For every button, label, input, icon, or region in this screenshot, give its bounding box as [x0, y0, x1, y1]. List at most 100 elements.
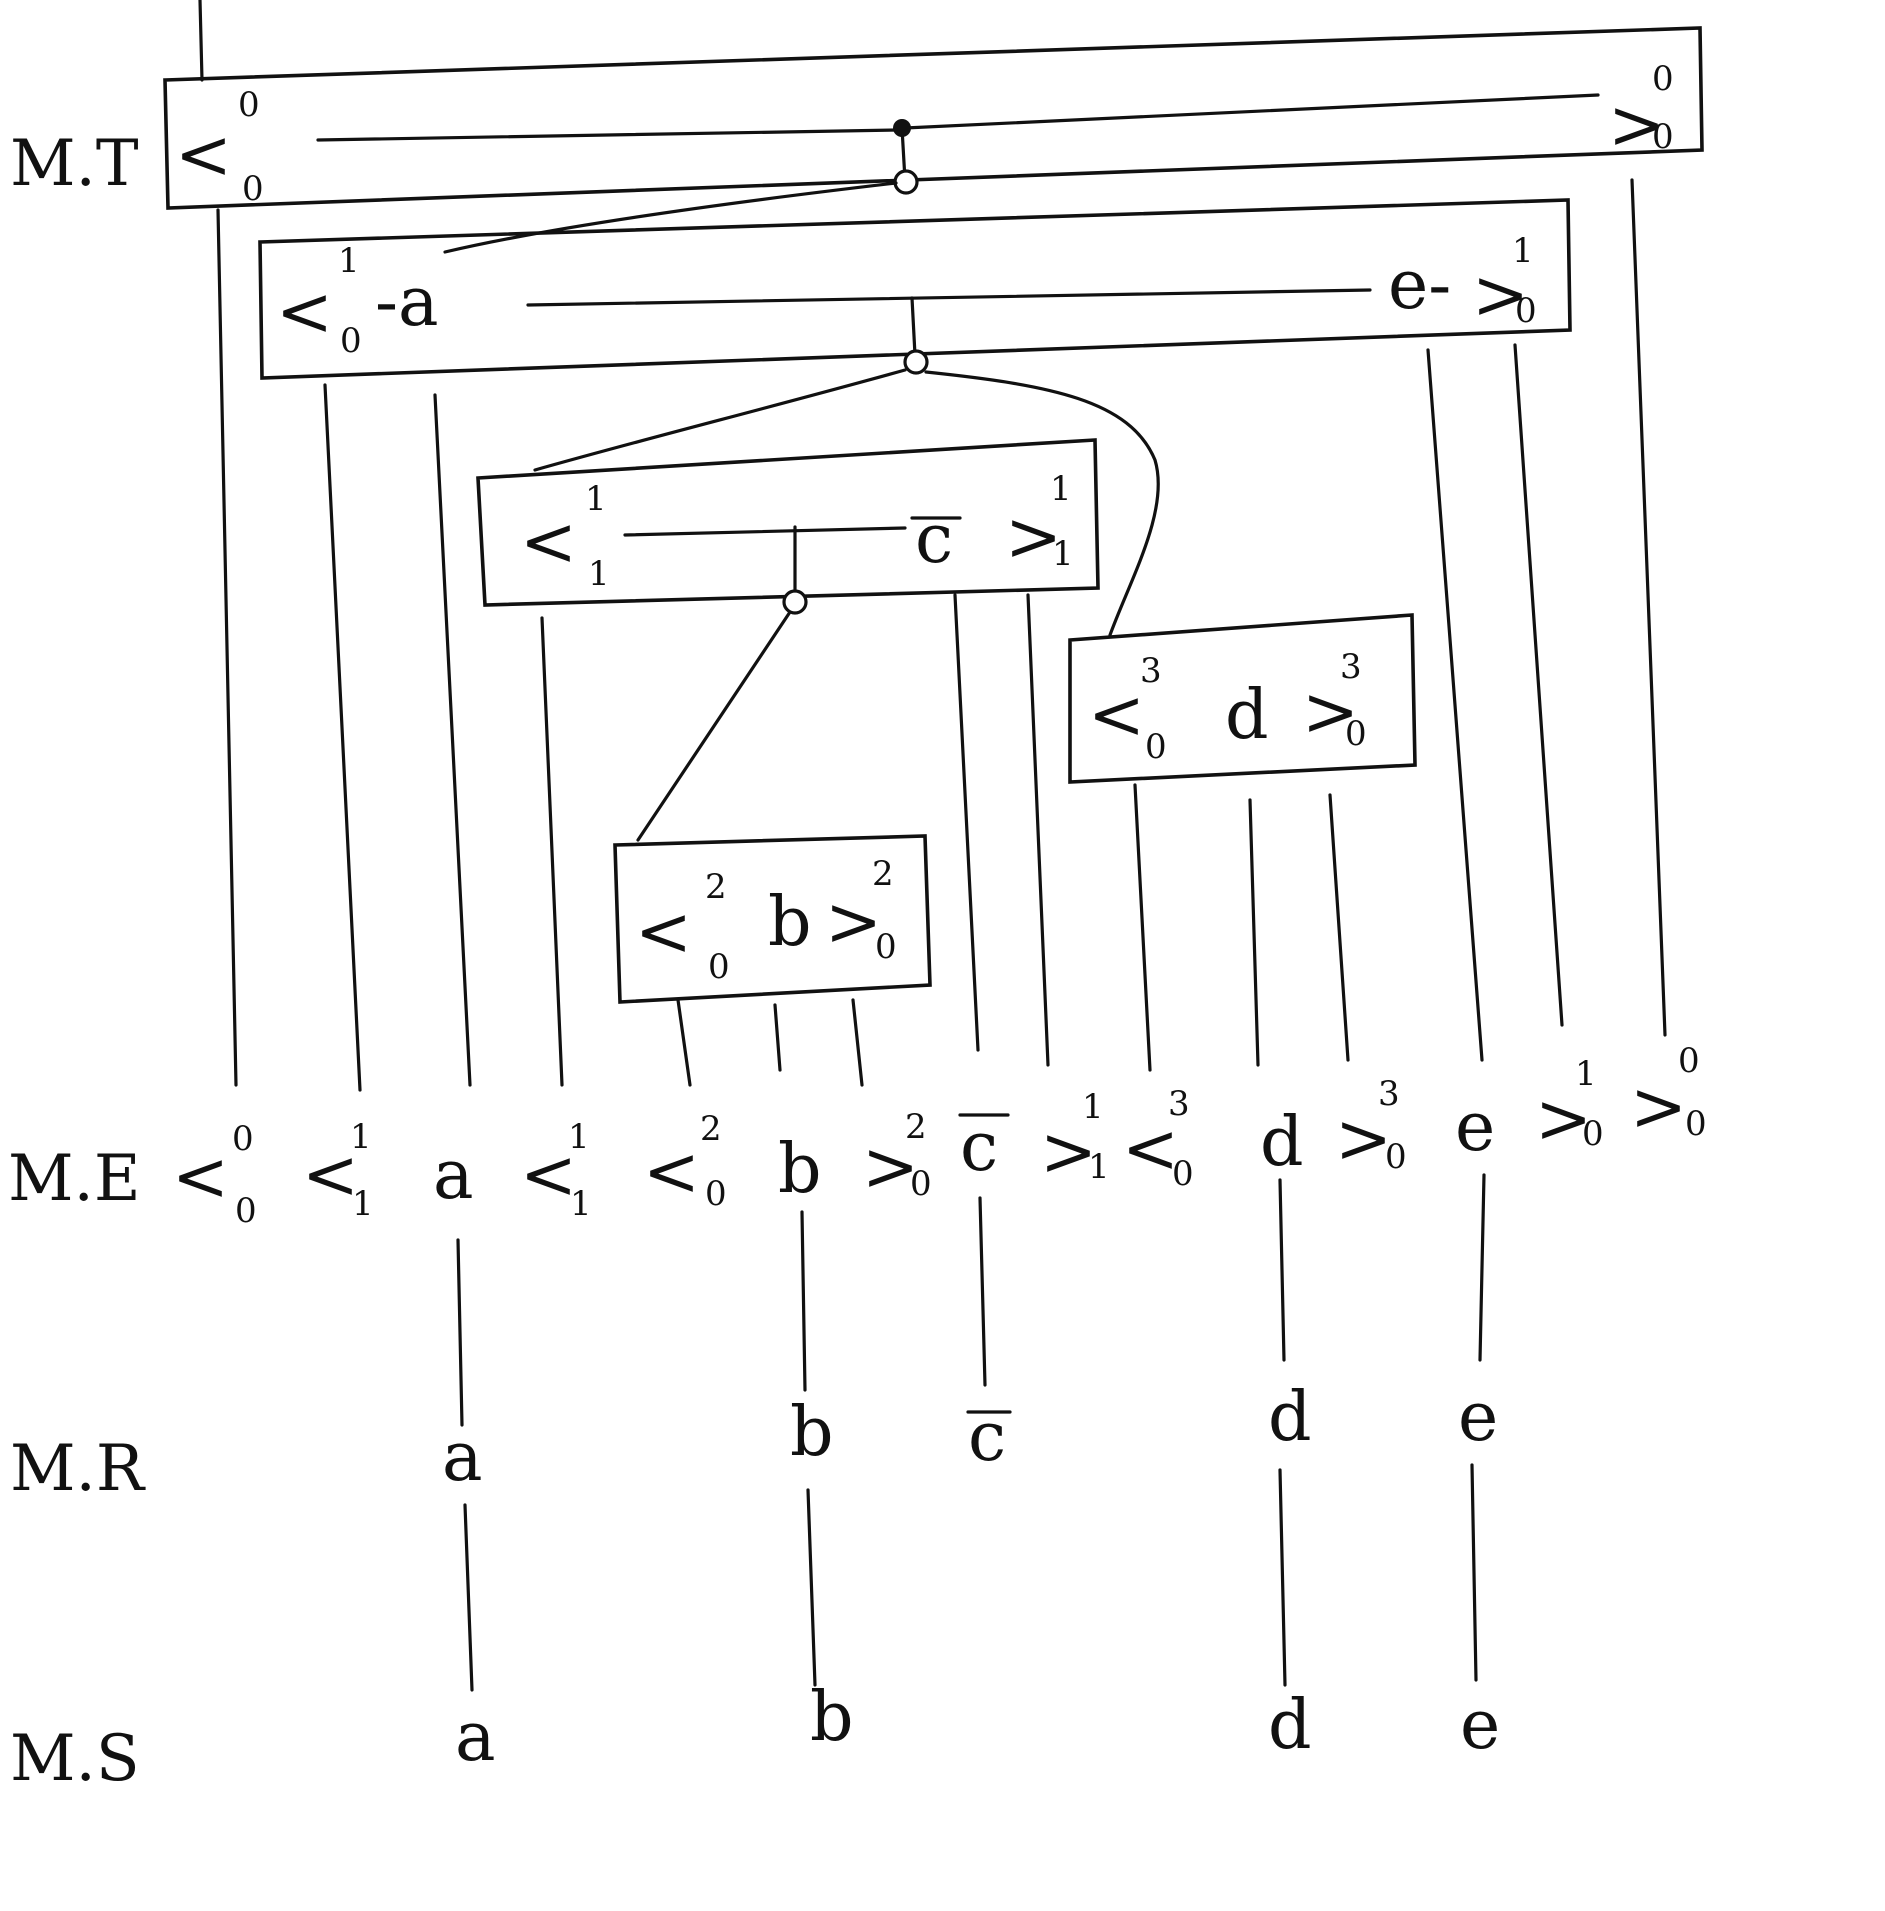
- svg-text:<: <: [1122, 1110, 1179, 1189]
- box4-left-bracket: <: [635, 893, 692, 972]
- svg-text:d: d: [1260, 1103, 1304, 1182]
- box2-right-sub: 1: [1052, 534, 1074, 574]
- row-label-me: M.E: [8, 1142, 141, 1216]
- box3-left-bracket: <: [1088, 676, 1145, 755]
- svg-text:0: 0: [1172, 1154, 1194, 1194]
- box4-right-sup: 2: [872, 854, 894, 894]
- mr-token-4: e: [1458, 1378, 1498, 1457]
- box0-right-bracket: >: [1608, 86, 1665, 165]
- box-4: < 2 0 b > 2 0: [613, 834, 932, 1004]
- box0-right-sup: 0: [1652, 59, 1674, 99]
- box4-left-sup: 2: [705, 867, 727, 907]
- svg-text:3: 3: [1378, 1074, 1400, 1114]
- svg-text:>: >: [1040, 1113, 1097, 1192]
- box2-right-bracket: >: [1005, 498, 1062, 577]
- svg-text:1: 1: [1082, 1087, 1104, 1127]
- box0-left-bracket: <: [175, 116, 232, 195]
- box3-right-sub: 0: [1345, 714, 1367, 754]
- svg-text:0: 0: [1582, 1114, 1604, 1154]
- leads-to-mr: [456, 1173, 1486, 1427]
- box1-open-node: [903, 349, 929, 375]
- svg-text:>: >: [1630, 1068, 1687, 1147]
- box1-left-sup: 1: [338, 241, 360, 281]
- me-token-12: e: [1455, 1088, 1495, 1167]
- svg-text:>: >: [1335, 1100, 1392, 1179]
- svg-text:>: >: [1535, 1080, 1592, 1159]
- box0-solid-node: [893, 119, 911, 137]
- me-token-5: b: [778, 1130, 822, 1209]
- mr-token-1: b: [790, 1393, 834, 1472]
- svg-text:2: 2: [700, 1109, 722, 1149]
- mr-token-0: a: [442, 1418, 483, 1497]
- svg-text:c: c: [960, 1108, 998, 1187]
- box2-right-sup: 1: [1050, 469, 1072, 509]
- box2-text-c: c: [915, 500, 953, 579]
- svg-text:1: 1: [568, 1117, 590, 1157]
- svg-text:0: 0: [1685, 1104, 1707, 1144]
- svg-text:0: 0: [235, 1191, 257, 1231]
- ms-row: a b d e: [455, 1678, 1500, 1777]
- ms-token-0: a: [455, 1698, 496, 1777]
- box2-open-node: [782, 589, 808, 615]
- me-token-13: > 1 0: [1535, 1054, 1604, 1159]
- box4-left-sub: 0: [708, 947, 730, 987]
- box3-right-sup: 3: [1340, 647, 1362, 687]
- me-token-0: < 0 0: [172, 1119, 257, 1231]
- mr-token-2: c: [968, 1398, 1006, 1477]
- svg-text:3: 3: [1168, 1084, 1190, 1124]
- box-0: < 0 0 > 0 0: [163, 26, 1704, 210]
- box2-left-sub: 1: [588, 554, 610, 594]
- box3-text-d: d: [1225, 676, 1269, 755]
- box0-left-sub: 0: [242, 169, 264, 209]
- svg-text:a: a: [433, 1136, 474, 1215]
- me-token-7: c: [958, 1108, 1010, 1187]
- svg-text:1: 1: [1575, 1054, 1597, 1094]
- svg-text:1: 1: [1088, 1147, 1110, 1187]
- me-token-2: a: [433, 1136, 474, 1215]
- me-token-3: < 1 1: [520, 1117, 592, 1224]
- box1-right-sub: 0: [1515, 291, 1537, 331]
- svg-text:1: 1: [570, 1184, 592, 1224]
- box-1: < 1 0 -a e- > 1 0: [258, 198, 1572, 380]
- me-token-1: < 1 1: [302, 1117, 374, 1224]
- box0-right-sub: 0: [1652, 117, 1674, 157]
- me-token-8: > 1 1: [1040, 1087, 1110, 1192]
- box1-text-e: e-: [1388, 246, 1451, 325]
- box2-left-bracket: <: [520, 503, 577, 582]
- ms-token-3: e: [1460, 1686, 1500, 1765]
- svg-text:<: <: [172, 1138, 229, 1217]
- top-stub-line: [198, 0, 204, 82]
- box2-left-sup: 1: [585, 479, 607, 519]
- box1-left-bracket: <: [276, 273, 333, 352]
- leads-to-ms: [463, 1463, 1478, 1692]
- svg-text:<: <: [643, 1133, 700, 1212]
- box3-left-sub: 0: [1145, 727, 1167, 767]
- svg-text:0: 0: [705, 1174, 727, 1214]
- svg-text:>: >: [862, 1128, 919, 1207]
- me-token-4: < 2 0: [643, 1109, 727, 1214]
- box3-right-bracket: >: [1302, 673, 1359, 752]
- box4-right-bracket: >: [825, 883, 882, 962]
- row-label-mr: M.R: [10, 1432, 146, 1506]
- svg-text:0: 0: [232, 1119, 254, 1159]
- mr-token-3: d: [1268, 1378, 1312, 1457]
- svg-text:0: 0: [1678, 1041, 1700, 1081]
- me-token-6: > 2 0: [862, 1107, 932, 1207]
- row-label-ms: M.S: [10, 1722, 140, 1796]
- svg-text:0: 0: [910, 1164, 932, 1204]
- me-token-11: > 3 0: [1335, 1074, 1407, 1179]
- leads-to-me: [216, 178, 1667, 1092]
- me-row: < 0 0 < 1 1 a < 1 1 < 2 0 b > 2 0: [172, 1041, 1707, 1231]
- svg-text:<: <: [302, 1136, 359, 1215]
- box1-right-sup: 1: [1512, 231, 1534, 271]
- box0-open-node: [893, 169, 919, 195]
- svg-text:<: <: [520, 1136, 577, 1215]
- row-label-mt: M.T: [10, 127, 139, 201]
- box4-text-b: b: [768, 883, 812, 962]
- me-token-10: d: [1260, 1103, 1304, 1182]
- box-3: < 3 0 d > 3 0: [1068, 613, 1417, 784]
- ms-token-1: b: [810, 1678, 854, 1757]
- box1-left-sub: 0: [340, 321, 362, 361]
- svg-text:b: b: [778, 1130, 822, 1209]
